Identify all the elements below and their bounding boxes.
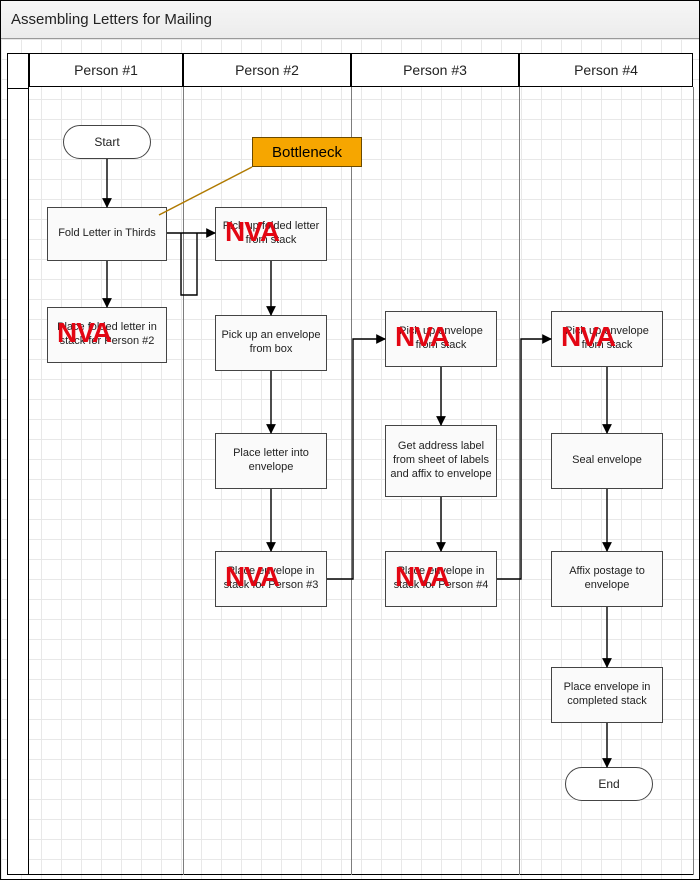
lane-header: Person #2 xyxy=(183,53,351,87)
lane-header: Person #4 xyxy=(519,53,693,87)
lane-header: Person #3 xyxy=(351,53,519,87)
lane-header: Person #1 xyxy=(29,53,183,87)
page-title: Assembling Letters for Mailing xyxy=(1,1,699,39)
row-header-col xyxy=(7,53,29,875)
lane-separator xyxy=(693,87,694,875)
outer-border-bottom xyxy=(7,874,693,875)
lane-separator xyxy=(519,87,520,875)
process-node: Pick up folded letter from stack xyxy=(215,207,327,261)
process-node: Place envelope in stack for Person #4 xyxy=(385,551,497,607)
terminator-node: Start xyxy=(63,125,151,159)
terminator-node: End xyxy=(565,767,653,801)
lane-separator xyxy=(351,87,352,875)
process-node: Get address label from sheet of labels a… xyxy=(385,425,497,497)
lane-separator xyxy=(183,87,184,875)
bottleneck-callout: Bottleneck xyxy=(252,137,362,167)
process-node: Fold Letter in Thirds xyxy=(47,207,167,261)
process-node: Place folded letter in stack for Person … xyxy=(47,307,167,363)
process-node: Pick up envelope from stack xyxy=(385,311,497,367)
process-node: Pick up envelope from stack xyxy=(551,311,663,367)
process-node: Seal envelope xyxy=(551,433,663,489)
process-node: Affix postage to envelope xyxy=(551,551,663,607)
process-node: Pick up an envelope from box xyxy=(215,315,327,371)
diagram-canvas: Assembling Letters for Mailing Person #1… xyxy=(0,0,700,880)
process-node: Place envelope in completed stack xyxy=(551,667,663,723)
process-node: Place letter into envelope xyxy=(215,433,327,489)
process-node: Place envelope in stack for Person #3 xyxy=(215,551,327,607)
